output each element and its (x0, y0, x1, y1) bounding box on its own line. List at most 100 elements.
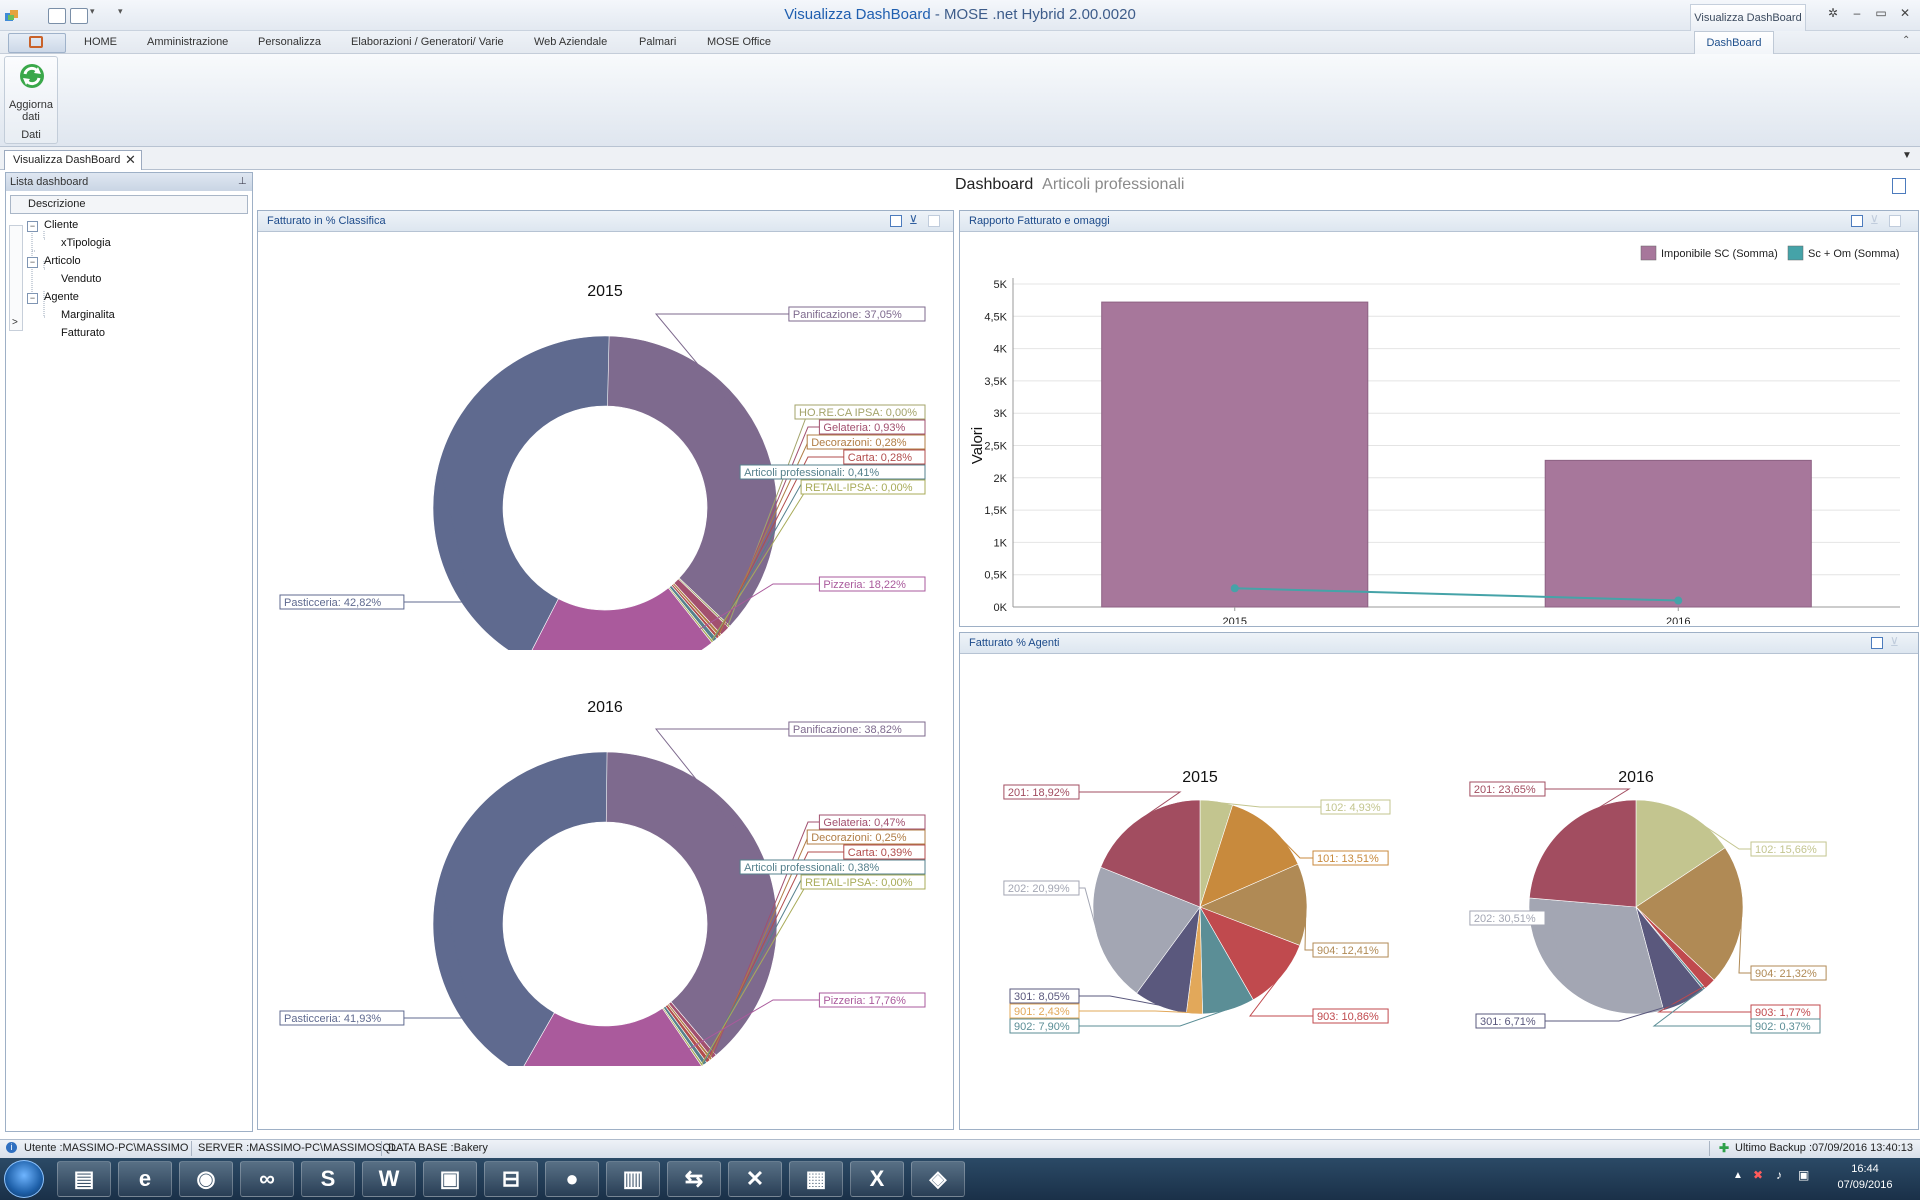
taskbar-clock[interactable]: 16:44 07/09/2016 (1820, 1161, 1910, 1193)
tab-palmari[interactable]: Palmari (639, 36, 677, 48)
label-903: 903: 1,77% (1755, 1007, 1811, 1019)
green-app-button[interactable]: ● (545, 1161, 599, 1197)
collapse-articolo-icon[interactable]: − (27, 257, 38, 268)
drill-up-icon (928, 215, 940, 227)
ribbon-body (0, 54, 1920, 147)
close-button[interactable]: ✕ (1899, 6, 1911, 20)
dashboard-title-main: Dashboard (955, 176, 1034, 193)
quick-access-dropdown-icon[interactable]: ▾ (90, 6, 95, 16)
y-tick-label: 3,5K (984, 376, 1007, 388)
label-201: 201: 18,92% (1008, 787, 1070, 799)
volume-icon[interactable]: ♪ (1776, 1168, 1782, 1182)
application-menu-button[interactable] (8, 33, 66, 53)
label-box-panificazione (788, 721, 926, 737)
presentation-app-button[interactable]: ▣ (423, 1161, 477, 1197)
collapse-ribbon-icon[interactable]: ⌃ (1902, 35, 1911, 46)
label-box-articoli-professionali (739, 859, 926, 875)
start-button[interactable] (4, 1160, 44, 1198)
tree-item-xtipologia[interactable]: xTipologia (61, 237, 111, 249)
tab-home[interactable]: HOME (84, 36, 117, 48)
export-dashboard-icon[interactable] (1892, 178, 1906, 194)
label-pizzeria: Pizzeria: 18,22% (823, 579, 906, 591)
document-tab[interactable]: Visualizza DashBoard ✕ (4, 150, 142, 170)
tree-item-venduto[interactable]: Venduto (61, 273, 102, 285)
export-icon[interactable] (890, 215, 902, 227)
tools-app-button[interactable]: ✕ (728, 1161, 782, 1197)
label-articoli-professionali: Articoli professionali: 0,41% (744, 467, 879, 479)
tree-item-articolo[interactable]: Articolo (44, 255, 81, 267)
export-icon[interactable] (1851, 215, 1863, 227)
skype-app-button[interactable]: S (301, 1161, 355, 1197)
maximize-button[interactable]: ▭ (1875, 6, 1887, 20)
y-tick-label: 0,5K (984, 570, 1007, 582)
help-icon[interactable]: ✲ (1827, 6, 1839, 20)
refresh-data-button[interactable]: Aggiorna dati Dati (4, 56, 58, 144)
label-carta: Carta: 0,28% (848, 452, 912, 464)
tab-dashboard[interactable]: DashBoard (1694, 31, 1774, 54)
close-tab-icon[interactable]: ✕ (125, 152, 136, 167)
infinity-app-icon: ∞ (259, 1166, 275, 1191)
tree-item-marginalita[interactable]: Marginalita (61, 309, 115, 321)
internet-explorer-app-button[interactable]: e (118, 1161, 172, 1197)
infinity-app-button[interactable]: ∞ (240, 1161, 294, 1197)
point-sc-om-2015 (1230, 584, 1239, 593)
slice-102 (1635, 799, 1726, 908)
word-app-button[interactable]: W (362, 1161, 416, 1197)
grid-app-button[interactable]: ▦ (789, 1161, 843, 1197)
chart-donut-2015: 2015 Panificazione: 37,05% HO.RE.CA IPSA: … (279, 283, 926, 650)
slice-904 (1199, 863, 1308, 946)
leader-pizzeria (665, 583, 820, 650)
word-app-icon: W (378, 1166, 400, 1191)
tree-item-agente[interactable]: Agente (44, 291, 79, 303)
text-app-button[interactable]: ▥ (606, 1161, 660, 1197)
pin-icon[interactable]: ⊥ (238, 176, 247, 187)
tab-list-dropdown-icon[interactable]: ▼ (1902, 150, 1912, 161)
label-panificazione: Panificazione: 37,05% (793, 309, 902, 321)
slice-panificazione (604, 751, 778, 1056)
clear-filter-icon: ⊻ (1870, 213, 1879, 227)
collapse-cliente-icon[interactable]: − (27, 221, 38, 232)
tray-expand-icon[interactable]: ▲ (1733, 1170, 1743, 1181)
leader-panificazione (654, 728, 789, 866)
label-pizzeria: Pizzeria: 17,76% (823, 995, 906, 1007)
legend-label-1: Sc + Om (Somma) (1808, 248, 1899, 260)
collapse-agente-icon[interactable]: − (27, 293, 38, 304)
minimize-button[interactable]: – (1853, 6, 1861, 20)
customize-toolbar-icon[interactable]: ▾ (118, 6, 123, 16)
teamviewer-app-button[interactable]: ⇆ (667, 1161, 721, 1197)
label-box-retail-ipsa (800, 874, 926, 890)
label-box-retail-ipsa (800, 479, 926, 495)
status-bar: i Utente :MASSIMO-PC\MASSIMO SERVER :MAS… (0, 1139, 1920, 1158)
save-icon[interactable] (70, 8, 88, 24)
label-box-901 (1009, 1003, 1080, 1019)
dashboard-title: Dashboard Articoli professionali (955, 176, 1184, 194)
description-column-header[interactable]: Descrizione (10, 195, 248, 214)
label-articoli-professionali: Articoli professionali: 0,38% (744, 862, 879, 874)
excel-app-button[interactable]: X (850, 1161, 904, 1197)
teamviewer-app-icon: ⇆ (684, 1166, 704, 1191)
explorer-app-button[interactable]: ▤ (57, 1161, 111, 1197)
action-center-icon[interactable]: ▣ (1798, 1168, 1810, 1182)
tab-elaborazioni[interactable]: Elaborazioni / Generatori/ Varie (351, 36, 504, 48)
label-box-301 (1475, 1013, 1546, 1029)
tab-personalizza[interactable]: Personalizza (258, 36, 321, 48)
export-icon[interactable] (1871, 637, 1883, 649)
folder-icon[interactable] (48, 8, 66, 24)
tab-web-aziendale[interactable]: Web Aziendale (534, 36, 608, 48)
tree-item-fatturato[interactable]: Fatturato (61, 327, 106, 339)
panel-fatturato-classifica: Fatturato in % Classifica ⊻ 2015 Panifica… (257, 210, 954, 1130)
tree-item-cliente[interactable]: Cliente (44, 219, 79, 231)
sticky-app-icon: ⊟ (501, 1166, 521, 1191)
tab-amministrazione[interactable]: Amministrazione (147, 36, 229, 48)
mose-app-button[interactable]: ◈ (911, 1161, 965, 1197)
title-bar (0, 0, 1920, 31)
ribbon-tab-bar (0, 31, 1920, 54)
sticky-app-button[interactable]: ⊟ (484, 1161, 538, 1197)
app-icon[interactable] (4, 8, 20, 22)
chrome-app-button[interactable]: ◉ (179, 1161, 233, 1197)
row-indicator-column (9, 225, 23, 331)
clear-filter-icon[interactable]: ⊻ (909, 213, 918, 227)
tab-mose-office[interactable]: MOSE Office (707, 36, 771, 48)
network-icon[interactable]: ✖ (1753, 1168, 1764, 1182)
description-column-label: Descrizione (28, 198, 86, 210)
